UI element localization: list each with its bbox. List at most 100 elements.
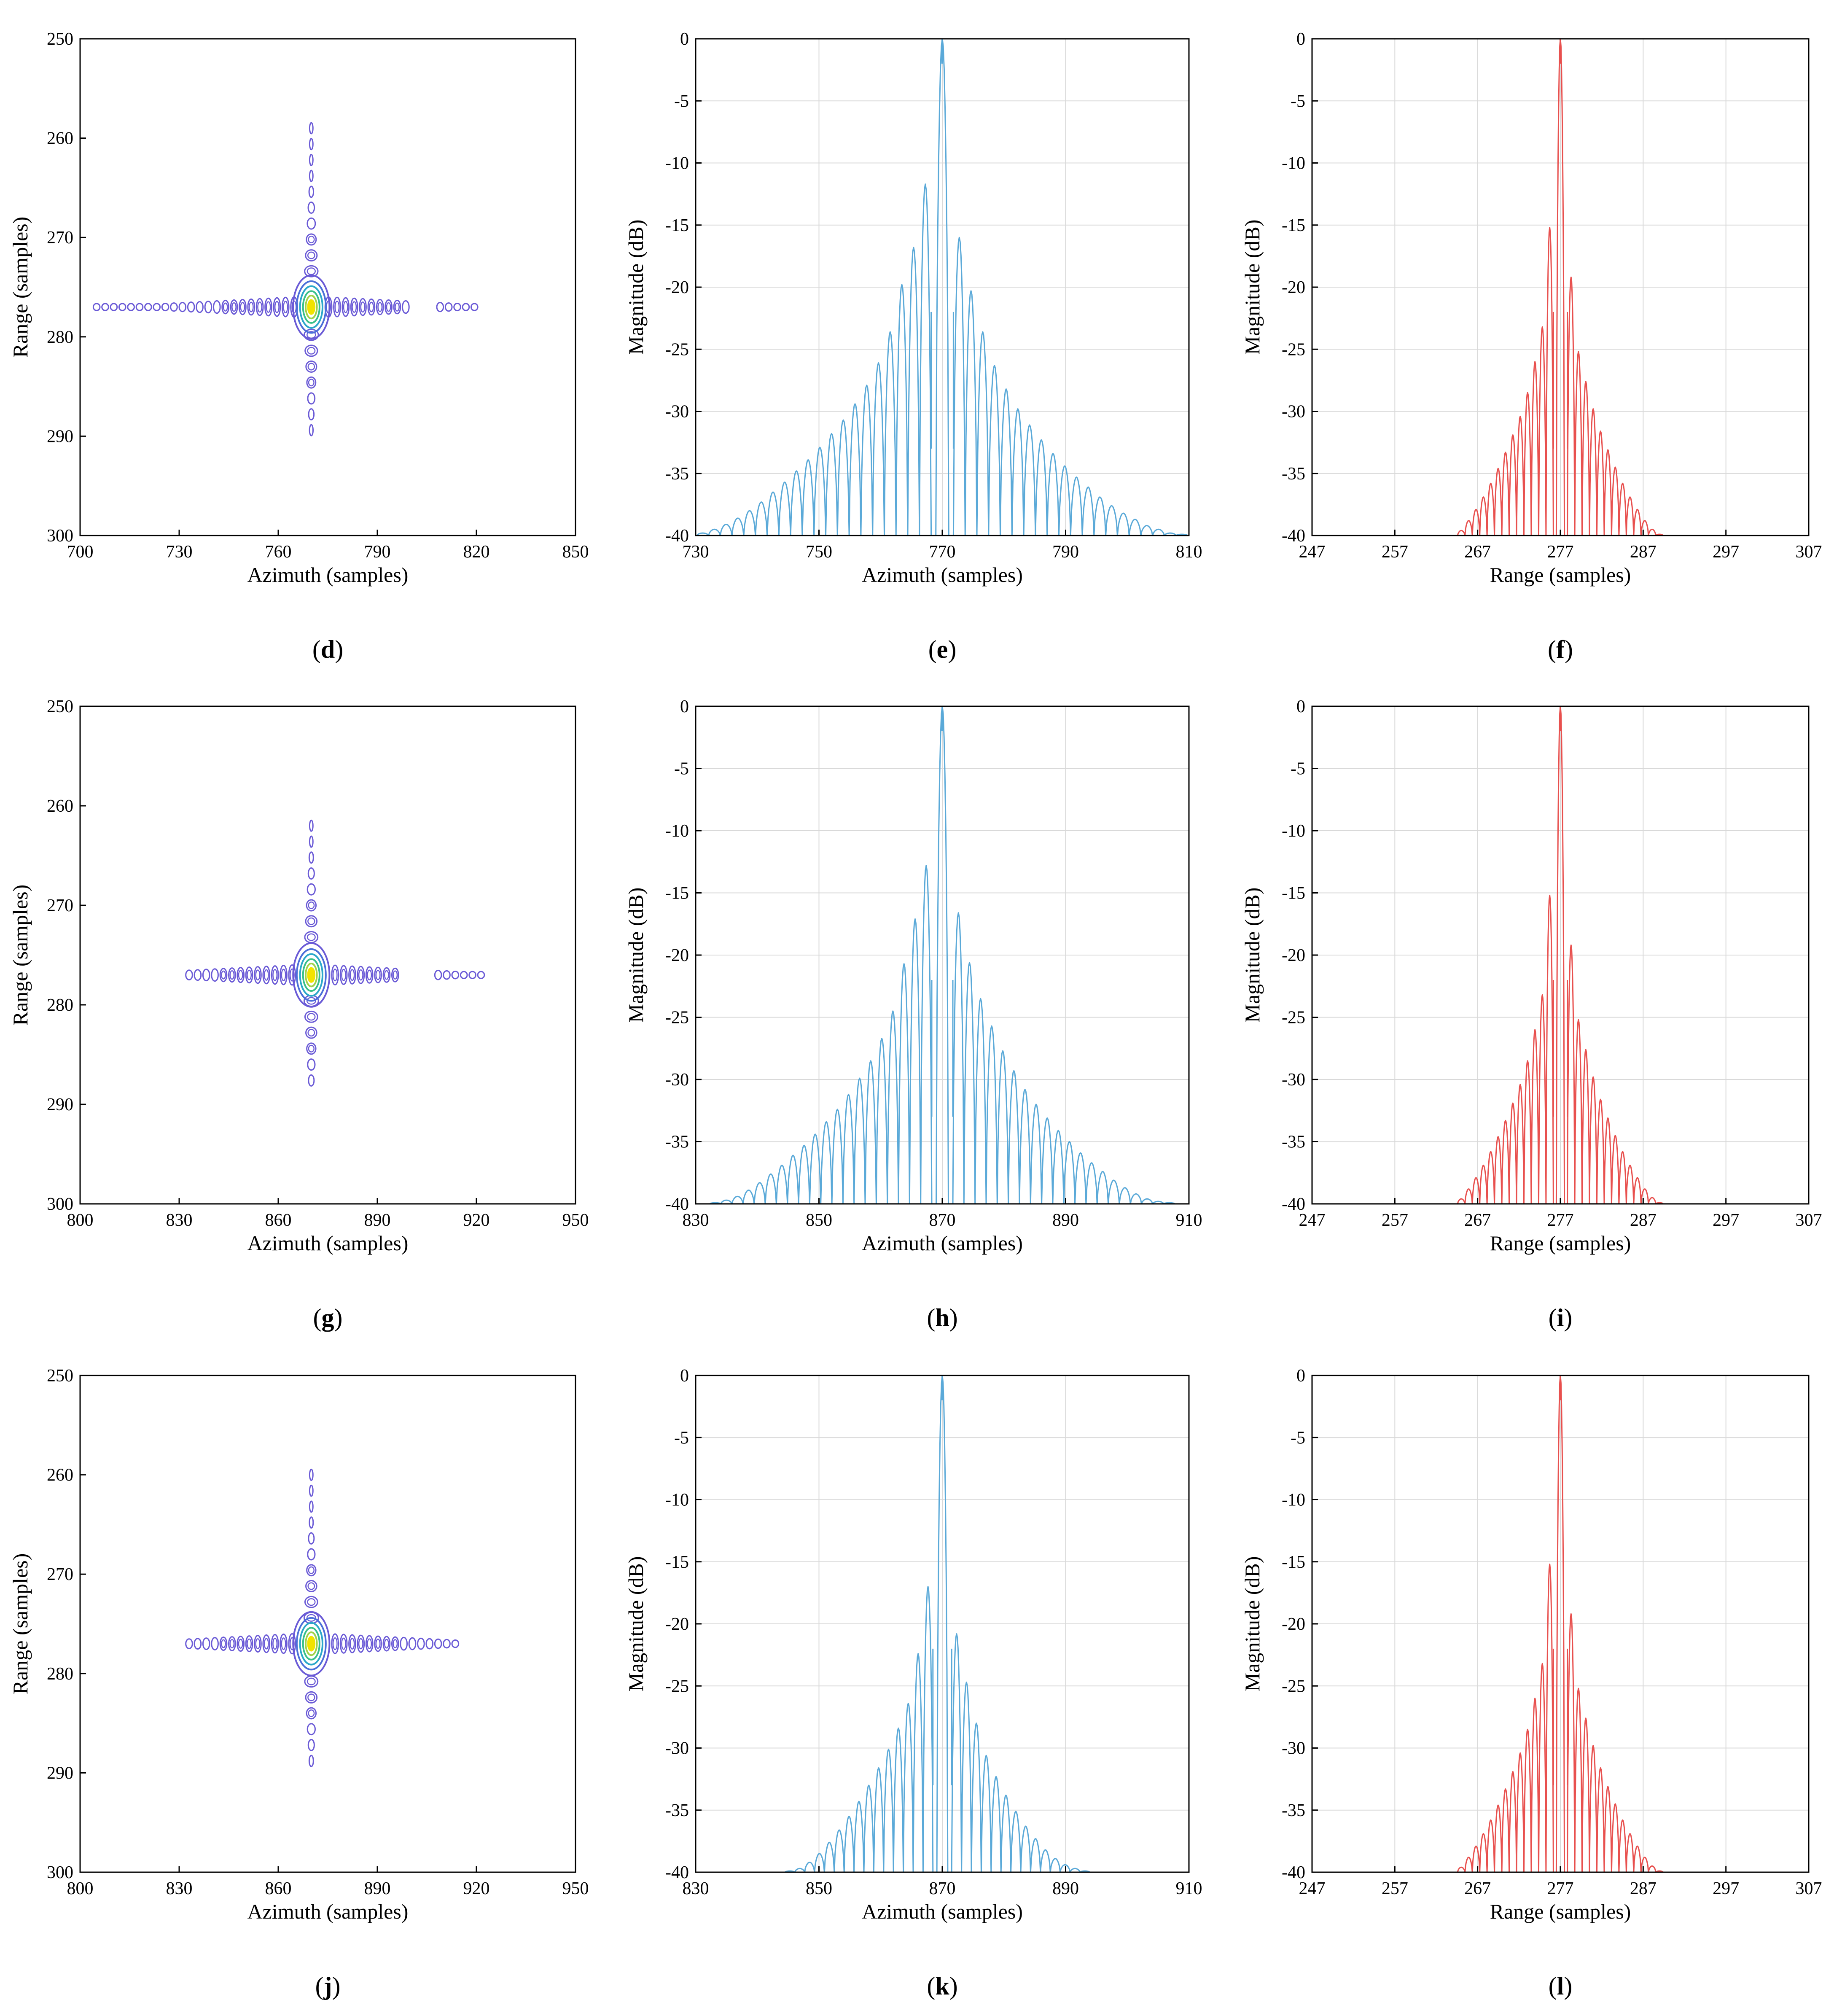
range-sidelobe-contour [308, 1755, 314, 1767]
x-axis-label: Azimuth (samples) [862, 563, 1023, 587]
x-tick-label: 287 [1630, 1211, 1657, 1230]
axes-frame [79, 38, 576, 536]
y-axis-label: Magnitude (dB) [624, 1556, 648, 1692]
mainlobe-contour [299, 1622, 323, 1666]
panel-f: 247 257 267 277 287 297 307 0 -5 -10 -15 -20 -25 -30 -… [1240, 30, 1822, 663]
y-axis-label: Magnitude (dB) [624, 220, 648, 355]
x-tick-label: 277 [1547, 1879, 1574, 1898]
azimuth-sidelobe-contour [264, 297, 272, 317]
x-axis-label: Azimuth (samples) [247, 1231, 409, 1255]
x-axis-label: Azimuth (samples) [862, 1231, 1023, 1255]
mainlobe-contour [305, 1631, 318, 1656]
y-tick-label: 270 [47, 896, 73, 915]
azimuth-sidelobe-contour [262, 966, 271, 985]
range-sidelobe-contour [306, 1042, 317, 1055]
x-tick-label: 870 [929, 1211, 956, 1230]
y-tick-label: -40 [1282, 1195, 1305, 1214]
azimuth-sidelobe-contour [240, 302, 245, 312]
range-sidelobe-contour [308, 1709, 315, 1717]
azimuth-sidelobe-contour [247, 1638, 252, 1649]
x-tick-label: 920 [463, 1879, 490, 1898]
y-tick-label: -35 [1282, 1801, 1305, 1820]
y-axis-label: Range (samples) [8, 1553, 32, 1695]
y-tick-label: -40 [1282, 1863, 1305, 1882]
azimuth-sidelobe-contour [273, 297, 281, 317]
range-sidelobe-contour [307, 392, 316, 405]
range-sidelobe-contour [305, 1580, 317, 1592]
panel-caption: (i) [1549, 1304, 1573, 1332]
azimuth-sidelobe-contour [343, 301, 348, 313]
range-sidelobe-contour [308, 901, 315, 910]
azimuth-sidelobe-contour [221, 299, 230, 315]
y-tick-label: -20 [1282, 1615, 1305, 1634]
azimuth-sidelobe-contour [477, 971, 485, 979]
range-sidelobe-contour [307, 1029, 315, 1037]
y-tick-label: -35 [1282, 464, 1305, 484]
azimuth-sidelobe-contour [425, 1638, 434, 1650]
range-sidelobe-contour [308, 379, 315, 387]
axes-frame [79, 705, 576, 1205]
azimuth-sidelobe-contour [118, 303, 126, 311]
mainlobe-contour [307, 299, 316, 315]
azimuth-sidelobe-contour [280, 1634, 288, 1654]
y-axis-label: Magnitude (dB) [1240, 1556, 1264, 1692]
y-tick-label: -20 [665, 1615, 689, 1634]
y-tick-label: -40 [665, 526, 689, 546]
range-sidelobe-contour [304, 265, 319, 277]
y-tick-label: 280 [47, 1664, 73, 1684]
range-sidelobe-contour [305, 249, 318, 262]
x-tick-label: 790 [1052, 542, 1079, 562]
range-sidelobe-contour [307, 1548, 316, 1561]
y-tick-label: 0 [1296, 1366, 1305, 1386]
mainlobe-contour [296, 948, 327, 1002]
range-sidelobe-contour [307, 933, 316, 941]
y-tick-label: 300 [47, 526, 73, 546]
y-tick-label: 250 [47, 30, 73, 49]
azimuth-sidelobe-contour [470, 303, 479, 311]
y-axis-label: Range (samples) [8, 217, 32, 358]
range-sidelobe-contour [304, 931, 319, 944]
azimuth-sidelobe-contour [170, 302, 178, 312]
azimuth-sidelobe-contour [436, 302, 444, 312]
y-tick-label: -30 [1282, 402, 1305, 422]
x-tick-label: 860 [265, 1879, 292, 1898]
y-tick-label: -35 [665, 464, 689, 484]
x-axis-label: Range (samples) [1490, 1900, 1631, 1923]
mainlobe-contour [307, 1636, 316, 1652]
azimuth-sidelobe-contour [402, 300, 410, 314]
x-tick-label: 770 [929, 542, 956, 562]
panel-k: 830 850 870 890 910 0 -5 -10 -15 -20 -25 -30 -35 -40 A… [624, 1366, 1202, 2000]
y-tick-label: 270 [47, 228, 73, 248]
azimuth-sidelobe-contour [391, 967, 399, 982]
panel-g: 800 830 860 890 920 950 250 260 270 280 290 300 Azim… [8, 697, 589, 1332]
azimuth-sidelobe-contour [382, 1636, 391, 1652]
azimuth-sidelobe-contour [255, 969, 261, 981]
x-tick-label: 247 [1299, 542, 1326, 562]
azimuth-sidelobe-contour [434, 1638, 442, 1649]
y-tick-label: -20 [665, 278, 689, 297]
panel-caption: (f) [1548, 635, 1573, 663]
azimuth-sidelobe-contour [202, 969, 210, 982]
y-axis-label: Magnitude (dB) [1240, 888, 1264, 1023]
x-axis-label: Azimuth (samples) [247, 563, 409, 587]
azimuth-sidelobe-contour [468, 971, 476, 979]
y-tick-label: -5 [674, 1428, 689, 1448]
azimuth-sidelobe-contour [194, 969, 202, 981]
azimuth-sidelobe-contour [358, 1638, 363, 1650]
range-sidelobe-contour [308, 1566, 315, 1574]
azimuth-sidelobe-contour [262, 1634, 271, 1653]
azimuth-sidelobe-contour [239, 299, 247, 315]
y-tick-label: -15 [1282, 216, 1305, 235]
range-sidelobe-contour [306, 1614, 316, 1622]
range-sidelobe-contour [309, 153, 314, 166]
azimuth-sidelobe-contour [357, 1634, 365, 1653]
x-tick-label: 800 [67, 1211, 94, 1230]
y-tick-label: -10 [1282, 154, 1305, 173]
azimuth-sidelobe-contour [229, 970, 235, 980]
mainlobe-contour [299, 285, 323, 329]
azimuth-sidelobe-contour [230, 299, 238, 315]
range-sidelobe-contour [308, 1044, 315, 1052]
azimuth-sidelobe-contour [248, 301, 254, 312]
azimuth-sidelobe-contour [178, 302, 187, 312]
azimuth-sidelobe-contour [453, 303, 461, 312]
